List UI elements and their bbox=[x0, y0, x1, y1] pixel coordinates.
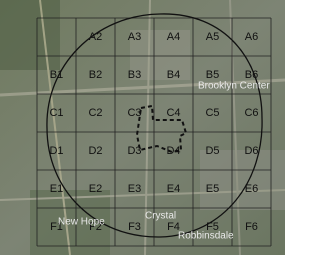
cell-label: B3 bbox=[128, 69, 141, 81]
cell-label: F6 bbox=[245, 221, 258, 233]
place-label: Crystal bbox=[145, 211, 176, 222]
cell-label: E3 bbox=[128, 183, 141, 195]
place-label: Robbinsdale bbox=[178, 231, 234, 242]
place-label: New Hope bbox=[58, 217, 105, 228]
cell-label: F3 bbox=[128, 221, 141, 233]
cell-label: A5 bbox=[206, 31, 219, 43]
cell-label: D5 bbox=[205, 145, 219, 157]
cell-label: C1 bbox=[49, 107, 63, 119]
cell-label: A3 bbox=[128, 31, 141, 43]
cell-label: D1 bbox=[49, 145, 63, 157]
cell-label: A4 bbox=[167, 31, 180, 43]
cell-label: E1 bbox=[50, 183, 63, 195]
cell-label: C6 bbox=[244, 107, 258, 119]
cell-label: E5 bbox=[206, 183, 219, 195]
cell-label: D6 bbox=[244, 145, 258, 157]
cell-label: B4 bbox=[167, 69, 180, 81]
cell-label: C2 bbox=[88, 107, 102, 119]
place-label: Brooklyn Center bbox=[198, 81, 270, 92]
cell-label: E2 bbox=[89, 183, 102, 195]
cell-label: B2 bbox=[89, 69, 102, 81]
cell-label: C5 bbox=[205, 107, 219, 119]
cell-label: A6 bbox=[245, 31, 258, 43]
cell-label: B5 bbox=[206, 69, 219, 81]
cell-label: D2 bbox=[88, 145, 102, 157]
cell-label: E4 bbox=[167, 183, 180, 195]
cell-label: C4 bbox=[166, 107, 180, 119]
